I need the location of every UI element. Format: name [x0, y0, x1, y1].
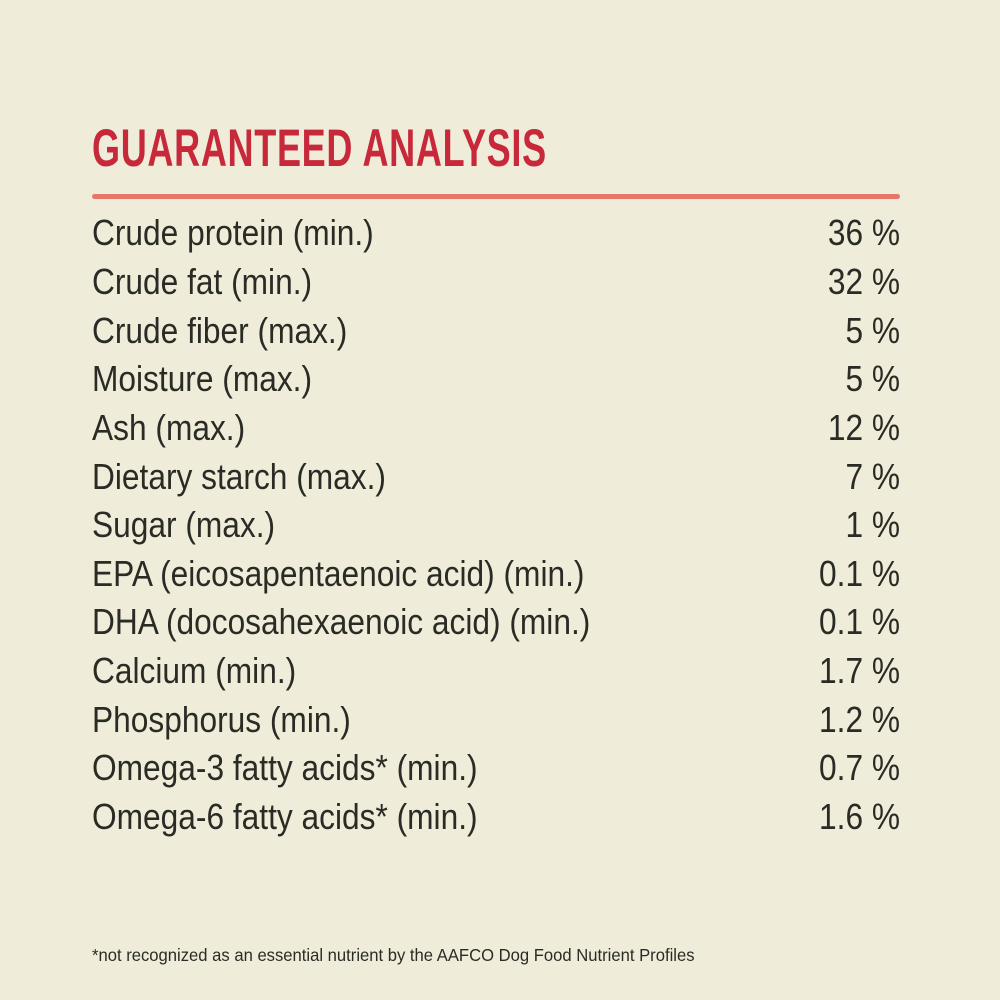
nutrient-value: 36 %: [827, 212, 900, 254]
nutrient-label: Calcium (min.): [92, 650, 297, 692]
table-row: Moisture (max.) 5 %: [92, 355, 900, 404]
table-row: Ash (max.) 12 %: [92, 404, 900, 453]
nutrient-value: 32 %: [827, 260, 900, 302]
table-row: Crude fiber (max.) 5 %: [92, 306, 900, 355]
nutrient-value: 12 %: [827, 406, 900, 448]
table-row: Phosphorus (min.) 1.2 %: [92, 695, 900, 744]
nutrient-label: Ash (max.): [92, 406, 246, 448]
page-title: GUARANTEED ANALYSIS: [92, 119, 547, 178]
table-row: Crude protein (min.) 36 %: [92, 209, 900, 258]
nutrient-label: DHA (docosahexaenoic acid) (min.): [92, 601, 591, 643]
nutrient-value: 1.7 %: [818, 650, 900, 692]
table-row: Calcium (min.) 1.7 %: [92, 647, 900, 696]
nutrient-label: Crude protein (min.): [92, 212, 374, 254]
table-row: Crude fat (min.) 32 %: [92, 258, 900, 307]
nutrient-value: 5 %: [845, 358, 900, 400]
nutrient-table: Crude protein (min.) 36 % Crude fat (min…: [92, 209, 900, 841]
nutrient-label: EPA (eicosapentaenoic acid) (min.): [92, 552, 585, 594]
nutrient-label: Crude fat (min.): [92, 260, 313, 302]
nutrient-label: Phosphorus (min.): [92, 698, 351, 740]
nutrient-value: 1 %: [845, 504, 900, 546]
table-row: EPA (eicosapentaenoic acid) (min.) 0.1 %: [92, 549, 900, 598]
nutrient-label: Omega-3 fatty acids* (min.): [92, 747, 478, 789]
nutrient-value: 1.2 %: [818, 698, 900, 740]
nutrient-value: 7 %: [845, 455, 900, 497]
nutrient-value: 0.7 %: [818, 747, 900, 789]
table-row: Sugar (max.) 1 %: [92, 501, 900, 550]
nutrient-label: Moisture (max.): [92, 358, 313, 400]
table-row: Dietary starch (max.) 7 %: [92, 452, 900, 501]
nutrient-value: 5 %: [845, 309, 900, 351]
nutrient-value: 1.6 %: [818, 796, 900, 837]
nutrient-label: Dietary starch (max.): [92, 455, 386, 497]
title-divider-rule: [92, 194, 900, 199]
table-row: Omega-6 fatty acids* (min.) 1.6 %: [92, 793, 900, 842]
nutrient-value: 0.1 %: [818, 601, 900, 643]
table-row: DHA (docosahexaenoic acid) (min.) 0.1 %: [92, 598, 900, 647]
table-row: Omega-3 fatty acids* (min.) 0.7 %: [92, 744, 900, 793]
aafco-footnote: *not recognized as an essential nutrient…: [92, 945, 695, 965]
nutrient-label: Crude fiber (max.): [92, 309, 348, 351]
nutrient-value: 0.1 %: [818, 552, 900, 594]
nutrient-label: Sugar (max.): [92, 504, 276, 546]
nutrient-label: Omega-6 fatty acids* (min.): [92, 796, 478, 837]
